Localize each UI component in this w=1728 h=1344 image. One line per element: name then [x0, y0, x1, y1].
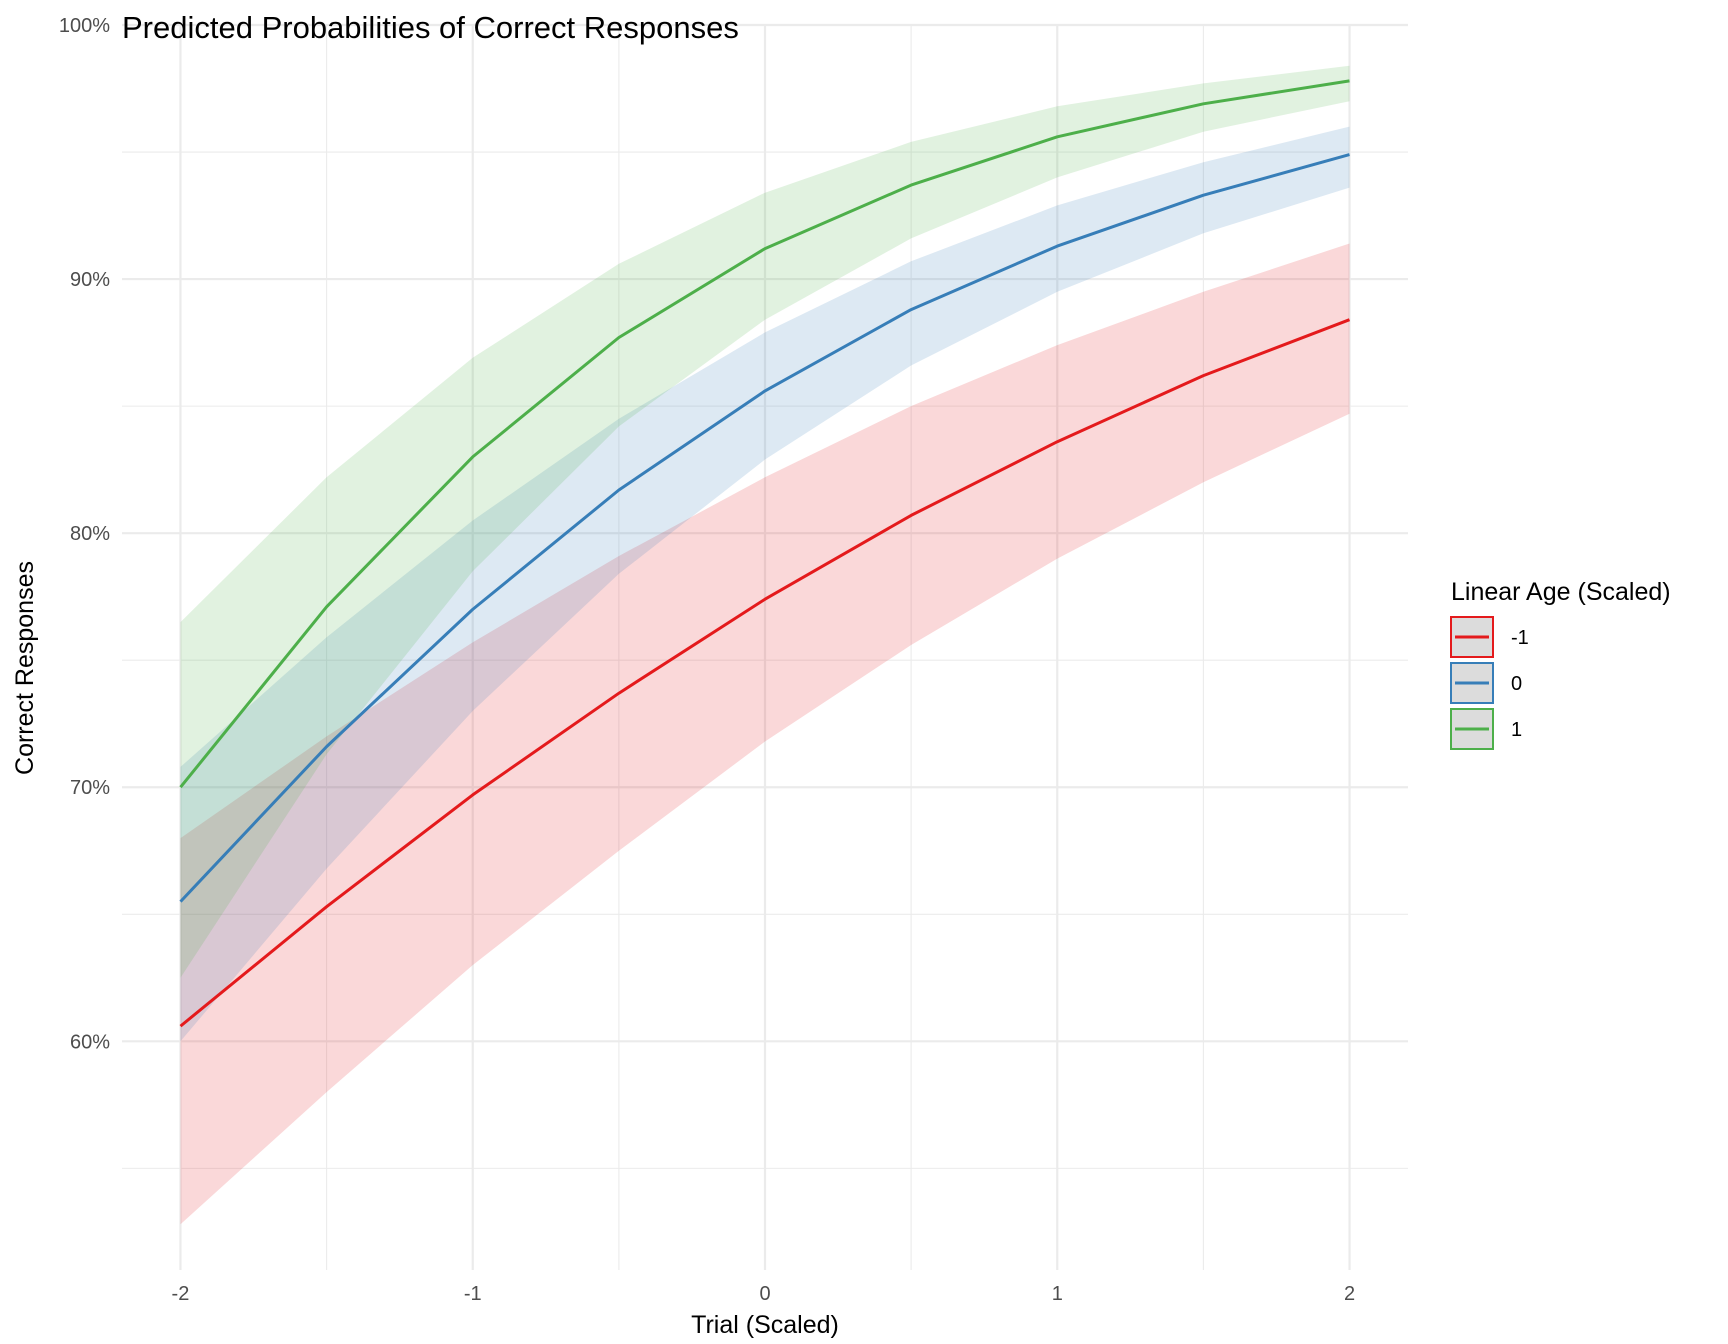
legend-item-0: 0 — [1450, 662, 1522, 704]
legend: Linear Age (Scaled) -1 0 1 — [1450, 578, 1671, 750]
series-lines — [179, 79, 1351, 1028]
y-tick-label: 80% — [70, 523, 110, 545]
series-line-1 — [179, 79, 1350, 789]
x-tick-label: 2 — [1344, 1283, 1355, 1305]
series-line-0 — [179, 153, 1350, 903]
x-tick-label: 0 — [759, 1283, 770, 1305]
y-tick-label: 90% — [70, 269, 110, 291]
ribbon--1 — [180, 243, 1350, 1225]
x-axis-tick-labels: -2 -1 0 1 2 — [172, 1283, 1356, 1305]
y-tick-label: 60% — [70, 1031, 110, 1053]
legend-label: 0 — [1511, 673, 1522, 695]
x-tick-label: 1 — [1052, 1283, 1063, 1305]
legend-label: -1 — [1511, 627, 1529, 649]
legend-label: 1 — [1511, 719, 1522, 741]
ribbon-0 — [180, 126, 1350, 1042]
legend-items: -1 0 1 — [1450, 616, 1529, 750]
y-tick-label: 70% — [70, 777, 110, 799]
y-tick-label: 100% — [59, 15, 110, 37]
x-tick-label: -1 — [464, 1283, 482, 1305]
legend-title: Linear Age (Scaled) — [1451, 578, 1671, 606]
series-line--1 — [179, 318, 1351, 1028]
x-tick-label: -2 — [172, 1283, 190, 1305]
x-axis-title: Trial (Scaled) — [691, 1311, 839, 1339]
legend-item-1: 1 — [1450, 708, 1522, 750]
grid — [122, 23, 1408, 1270]
y-axis-title: Correct Responses — [11, 561, 39, 775]
y-axis-tick-labels: 60% 70% 80% 90% 100% — [59, 15, 110, 1053]
chart-title: Predicted Probabilities of Correct Respo… — [122, 10, 739, 45]
legend-item--1: -1 — [1450, 616, 1529, 658]
